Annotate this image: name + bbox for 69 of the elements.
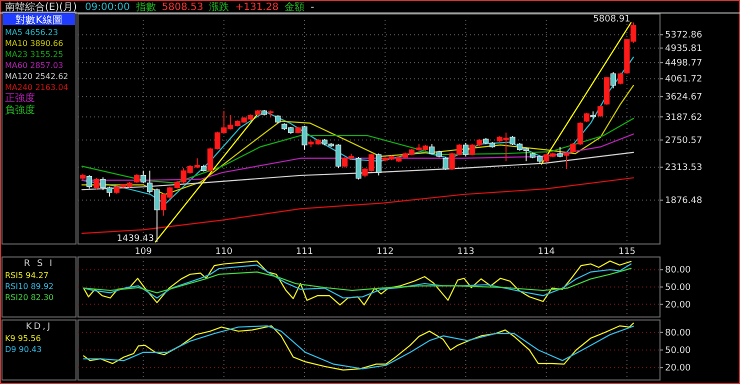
y-tick-label: 20.00: [665, 300, 692, 310]
y-tick-label: 80.00: [665, 328, 692, 338]
candlestick: [462, 142, 469, 157]
text: MA23 3155.25: [5, 50, 64, 59]
candlestick: [618, 72, 624, 85]
candlestick: [429, 144, 435, 155]
text: 指數: [134, 1, 156, 13]
line-series: [81, 133, 634, 181]
text: MA60 2857.03: [5, 61, 64, 70]
candlestick: [376, 152, 382, 176]
text: MA120 2542.62: [5, 72, 68, 81]
y-tick-label: 4935.81: [665, 44, 702, 54]
text: +131.28: [235, 2, 279, 13]
x-tick-label: 111: [296, 247, 314, 257]
line-series: [83, 263, 632, 299]
text: RSI5 94.27: [5, 271, 49, 280]
x-tick-label: 112: [376, 247, 394, 257]
y-tick-label: 3624.67: [665, 92, 702, 103]
y-tick-label: 2750.57: [665, 136, 702, 146]
y-tick-label: 2313.53: [665, 163, 702, 174]
text: 正強度: [5, 92, 35, 104]
x-tick-label: 110: [215, 247, 233, 257]
candlestick: [442, 156, 448, 170]
text: K9 95.56: [5, 334, 41, 343]
y-tick-label: 5372.86: [665, 30, 702, 41]
line-series: [81, 152, 634, 190]
text: 漲跌: [209, 1, 230, 13]
y-tick-label: 80.00: [665, 266, 692, 276]
text: 負強度: [5, 104, 35, 116]
x-tick-label: 109: [134, 247, 152, 257]
text: MA10 3890.66: [5, 39, 64, 48]
text: RSI10 89.92: [5, 282, 54, 291]
chart-title: R S I: [24, 259, 54, 269]
candlestick: [140, 170, 146, 184]
legend-title: 對數K線圖: [16, 14, 62, 26]
line-series: [81, 177, 634, 234]
line-series: [83, 268, 632, 294]
text: 5808.53: [162, 2, 204, 13]
candlestick: [610, 72, 616, 89]
candlestick: [557, 146, 563, 158]
y-tick-label: 4061.72: [665, 74, 702, 85]
text: MA240 2163.04: [5, 83, 68, 92]
candlestick: [356, 156, 362, 180]
y-tick-label: 50.00: [665, 283, 692, 293]
annotation: 5808.91: [593, 14, 630, 24]
y-tick-label: 1876.48: [665, 196, 702, 206]
y-tick-label: 50.00: [665, 346, 692, 356]
line-series: [81, 118, 634, 184]
text: D9 90.43: [5, 345, 42, 354]
x-tick-label: 115: [618, 247, 636, 257]
text: RSI20 82.30: [5, 293, 54, 302]
y-tick-label: 20.00: [665, 364, 692, 374]
annotation: 1439.43: [116, 234, 154, 244]
candlestick: [584, 112, 590, 122]
candlestick: [302, 125, 308, 150]
chart-title: KD,J: [26, 322, 52, 332]
y-tick-label: 4498.77: [665, 58, 702, 69]
y-tick-label: 3187.62: [665, 112, 702, 123]
line-series: [83, 260, 632, 306]
x-tick-label: 114: [538, 247, 556, 257]
candlestick: [86, 174, 92, 190]
candlestick: [94, 178, 100, 190]
x-tick-label: 113: [457, 247, 474, 257]
text: -: [310, 2, 315, 13]
text: MA5 4656.23: [5, 28, 58, 37]
text: 金額: [284, 1, 305, 13]
chart-title: 南韓綜合(E)(月): [5, 1, 78, 13]
candlestick: [564, 152, 570, 170]
text: 09:00:00: [84, 2, 130, 13]
